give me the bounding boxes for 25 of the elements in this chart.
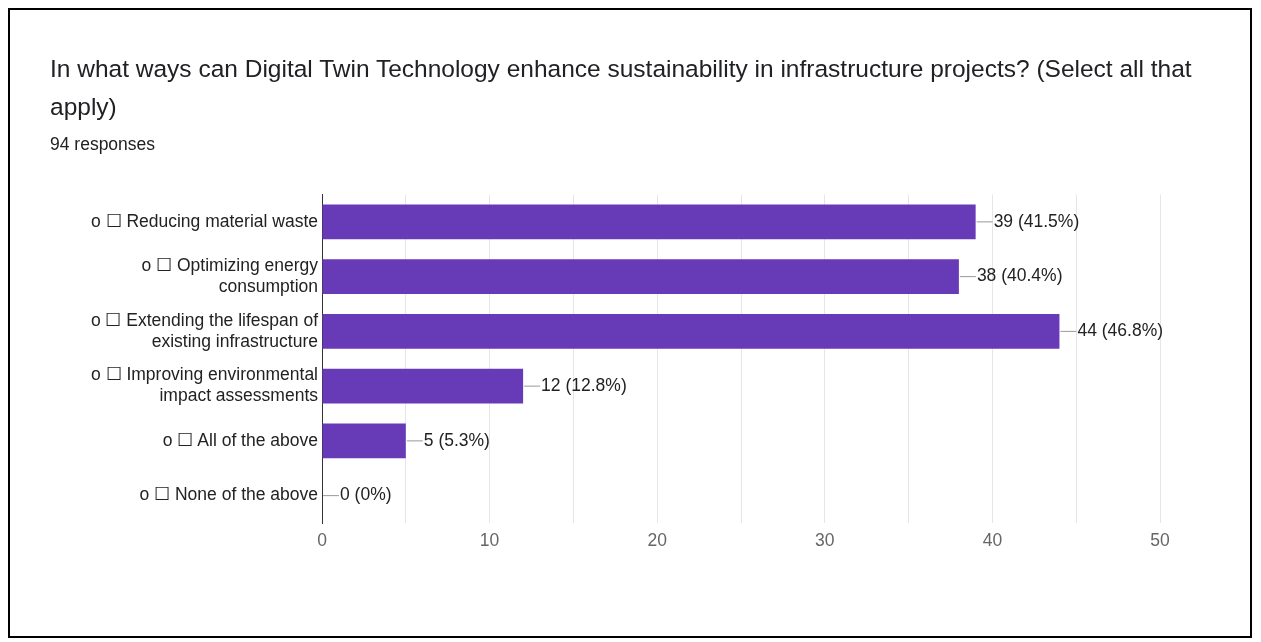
y-tick-label: o ☐ Improving environmental impact assessments: [90, 364, 319, 406]
bar: [322, 259, 959, 295]
y-tick-label: o ☐ Optimizing energy consumption: [141, 254, 319, 296]
data-label: 0 (0%): [340, 484, 392, 505]
y-tick-label: o ☐ Reducing material waste: [90, 210, 318, 231]
x-tick-label: 40: [982, 530, 1003, 551]
x-tick-label: 50: [1150, 530, 1170, 551]
data-label: 12 (12.8%): [541, 374, 627, 395]
x-tick-label: 30: [815, 530, 835, 551]
data-label: 38 (40.4%): [976, 265, 1063, 286]
x-tick-label: 10: [479, 530, 500, 551]
bar: [322, 368, 524, 404]
x-tick-label: 0: [317, 530, 328, 551]
x-tick-label: 20: [647, 530, 668, 551]
bar: [322, 423, 406, 459]
y-tick-label: o ☐ Extending the lifespan of existing infrastructure: [90, 309, 319, 351]
bar: [322, 313, 1060, 349]
data-label: 39 (41.5%): [993, 210, 1080, 231]
text: 94 responses: [50, 134, 156, 155]
chart-title: In what ways can Digital Twin Technology enhance sustainability in infrastructure projects? (Select all that apply): [50, 54, 1193, 122]
y-tick-label: o ☐ All of the above: [162, 429, 318, 450]
y-tick-label: o ☐ None of the above: [139, 484, 318, 505]
bar: [322, 204, 976, 240]
data-label: 44 (46.8%): [1077, 320, 1164, 341]
data-label: 5 (5.3%): [423, 429, 490, 450]
